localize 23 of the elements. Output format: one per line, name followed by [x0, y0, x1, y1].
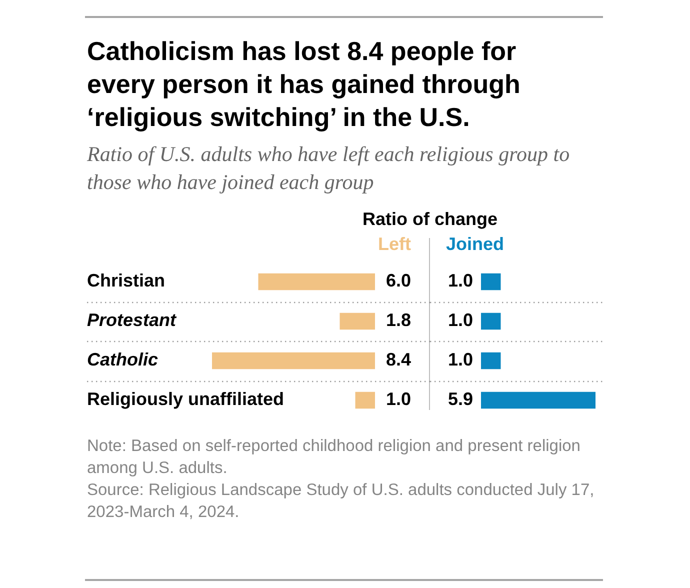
source-note: Source: Religious Landscape Study of U.S. adults conducted July 17, 2023-March 4, 2024. [87, 480, 596, 523]
y-tick-label: Christian [87, 270, 166, 291]
chart-title: Catholicism has lost 8.4 people for every person it has gained through ‘religious switching’ in the U.S. [87, 35, 522, 134]
data-label: 6.0 [386, 270, 411, 291]
data-label: 1.0 [386, 389, 411, 410]
y-tick-label: Religiously unaffiliated [87, 389, 284, 410]
data-label: 1.0 [448, 350, 473, 370]
data-label: 1.0 [448, 270, 473, 291]
text: Note: Based on self-reported childhood religion and present religion among U.S. adults. [87, 436, 582, 479]
data-label: 8.4 [386, 350, 411, 370]
chart-subtitle: Ratio of U.S. adults who have left each religious group to those who have joined each group [87, 141, 571, 196]
bar [340, 312, 375, 330]
series-label: Joined [446, 234, 504, 254]
bar [258, 273, 375, 290]
bar [212, 352, 375, 370]
y-tick-label: Protestant [87, 310, 178, 330]
data-label: 5.9 [448, 389, 473, 410]
series-label: Left [378, 234, 411, 254]
legend-title: Ratio of change [361, 208, 498, 231]
data-label: 1.0 [448, 310, 473, 330]
data-label: 1.8 [386, 310, 411, 330]
y-tick-label: Catholic [87, 350, 158, 370]
bar [355, 392, 375, 409]
